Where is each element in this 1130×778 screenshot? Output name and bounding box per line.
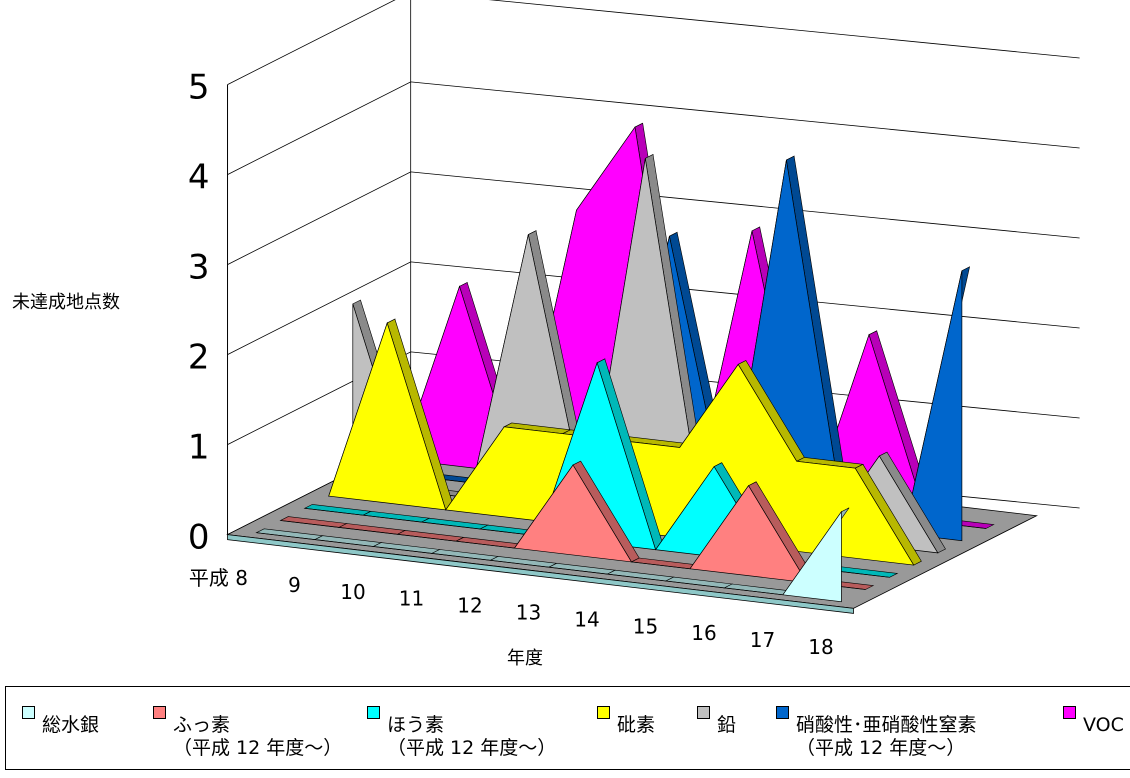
x-axis-title: 年度: [507, 648, 543, 669]
x-tick-label: 10: [340, 580, 365, 604]
series-area: [256, 510, 842, 603]
legend-item-voc: VOC: [1063, 706, 1124, 737]
y-tick-label: 5: [188, 68, 210, 108]
legend-label: ほう素: [387, 714, 445, 736]
x-tick-label: 15: [633, 614, 658, 638]
legend-item-nitrate: 硝酸性･亜硝酸性窒素 （平成 12 年度～）: [776, 706, 977, 760]
x-tick-label: 17: [750, 628, 775, 652]
x-tick-label: 16: [691, 621, 716, 645]
legend-label: 総水銀: [42, 714, 100, 736]
legend-item-boron: ほう素 （平成 12 年度～）: [367, 706, 557, 760]
x-tick-label: 平成 8: [189, 566, 248, 590]
legend-label: VOC: [1083, 714, 1124, 736]
legend-swatch: [1063, 706, 1076, 719]
series-0: [255, 507, 850, 603]
legend-swatch: [153, 706, 166, 719]
legend-swatch: [776, 706, 789, 719]
legend: [5, 686, 1130, 770]
legend-sublabel: （平成 12 年度～）: [796, 737, 966, 759]
legend-swatch: [697, 706, 710, 719]
y-tick-label: 0: [188, 518, 210, 558]
legend-sublabel: （平成 12 年度～）: [173, 737, 343, 759]
legend-label: 鉛: [717, 714, 737, 736]
legend-label: 硝酸性･亜硝酸性窒素: [796, 714, 977, 736]
legend-swatch: [22, 706, 35, 719]
x-tick-label: 14: [574, 607, 599, 631]
legend-label: ふっ素: [173, 714, 231, 736]
gridline: [227, 0, 1080, 85]
series-layer: [255, 122, 995, 603]
legend-sublabel: （平成 12 年度～）: [387, 737, 557, 759]
x-tick-label: 18: [808, 635, 833, 659]
x-tick-label: 13: [516, 601, 541, 625]
y-tick-label: 3: [188, 248, 210, 288]
legend-item-mercury: 総水銀: [22, 706, 100, 737]
legend-swatch: [597, 706, 610, 719]
legend-item-fluorine: ふっ素 （平成 12 年度～）: [153, 706, 343, 760]
x-tick-label: 9: [288, 573, 301, 597]
y-tick-label: 1: [188, 428, 210, 468]
legend-item-arsenic: 砒素: [597, 706, 656, 737]
y-tick-label: 4: [188, 158, 210, 198]
legend-label: 砒素: [617, 714, 656, 736]
floor-front-edge: [227, 534, 854, 614]
legend-swatch: [367, 706, 380, 719]
y-tick-label: 2: [188, 338, 210, 378]
y-axis-title: 未達成地点数: [12, 292, 120, 313]
x-tick-label: 12: [457, 594, 482, 618]
legend-item-lead: 鉛: [697, 706, 737, 737]
x-tick-label: 11: [399, 587, 424, 611]
